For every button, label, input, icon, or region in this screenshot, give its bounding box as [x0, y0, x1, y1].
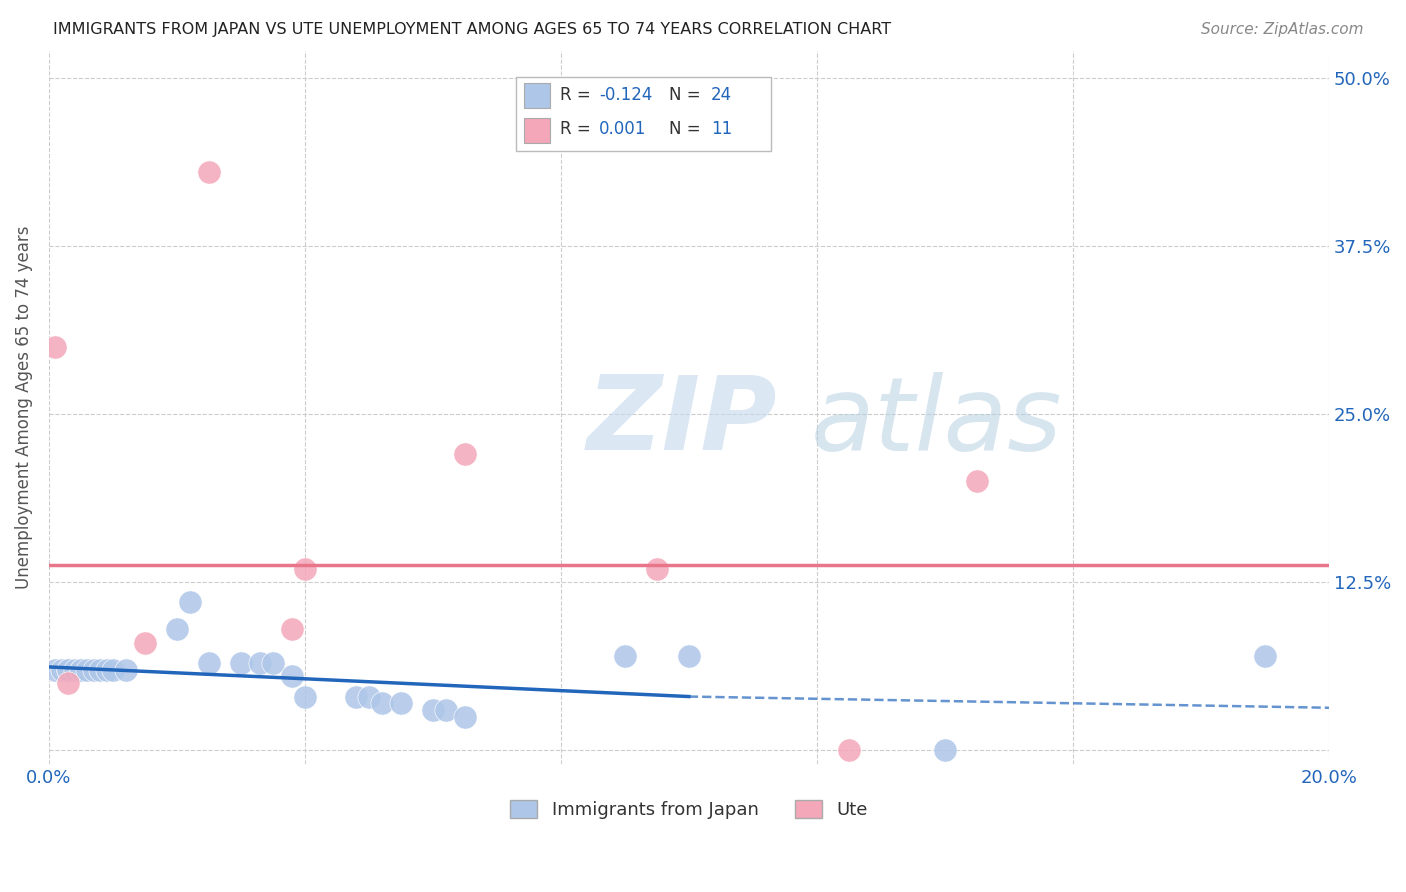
Point — [678, 649, 700, 664]
FancyBboxPatch shape — [523, 83, 550, 108]
Text: N =: N = — [669, 120, 706, 138]
Point — [294, 562, 316, 576]
Point — [56, 663, 79, 677]
Point — [389, 696, 412, 710]
Point — [454, 447, 477, 461]
Text: N =: N = — [669, 87, 706, 104]
Text: -0.124: -0.124 — [599, 87, 652, 104]
Point — [134, 636, 156, 650]
Point — [249, 656, 271, 670]
Text: ZIP: ZIP — [586, 371, 778, 472]
Point — [613, 649, 636, 664]
Point — [70, 663, 93, 677]
Point — [838, 743, 860, 757]
Point — [422, 703, 444, 717]
Text: 24: 24 — [711, 87, 733, 104]
Point — [370, 696, 392, 710]
FancyBboxPatch shape — [516, 77, 770, 151]
Point — [83, 663, 105, 677]
Point — [76, 663, 98, 677]
Text: 11: 11 — [711, 120, 733, 138]
Point — [294, 690, 316, 704]
Point — [56, 676, 79, 690]
Point — [281, 669, 304, 683]
Point — [166, 622, 188, 636]
Point — [344, 690, 367, 704]
Text: atlas: atlas — [810, 371, 1062, 472]
Text: IMMIGRANTS FROM JAPAN VS UTE UNEMPLOYMENT AMONG AGES 65 TO 74 YEARS CORRELATION : IMMIGRANTS FROM JAPAN VS UTE UNEMPLOYMEN… — [53, 22, 891, 37]
Point — [179, 595, 201, 609]
Text: 0.001: 0.001 — [599, 120, 647, 138]
Point — [56, 663, 79, 677]
Point — [114, 663, 136, 677]
Text: R =: R = — [560, 87, 596, 104]
Text: R =: R = — [560, 120, 596, 138]
Point — [966, 475, 988, 489]
Point — [454, 710, 477, 724]
Point — [434, 703, 457, 717]
Point — [63, 663, 86, 677]
Point — [44, 340, 66, 354]
Point — [1254, 649, 1277, 664]
Point — [645, 562, 668, 576]
Point — [101, 663, 124, 677]
Point — [96, 663, 118, 677]
Point — [44, 663, 66, 677]
Point — [89, 663, 111, 677]
Point — [51, 663, 73, 677]
Point — [198, 656, 221, 670]
Text: Source: ZipAtlas.com: Source: ZipAtlas.com — [1201, 22, 1364, 37]
Point — [934, 743, 956, 757]
Point — [357, 690, 380, 704]
Legend: Immigrants from Japan, Ute: Immigrants from Japan, Ute — [503, 792, 875, 826]
Point — [70, 663, 93, 677]
Point — [262, 656, 284, 670]
Point — [281, 622, 304, 636]
FancyBboxPatch shape — [523, 119, 550, 143]
Point — [229, 656, 252, 670]
Point — [198, 165, 221, 179]
Y-axis label: Unemployment Among Ages 65 to 74 years: Unemployment Among Ages 65 to 74 years — [15, 226, 32, 589]
